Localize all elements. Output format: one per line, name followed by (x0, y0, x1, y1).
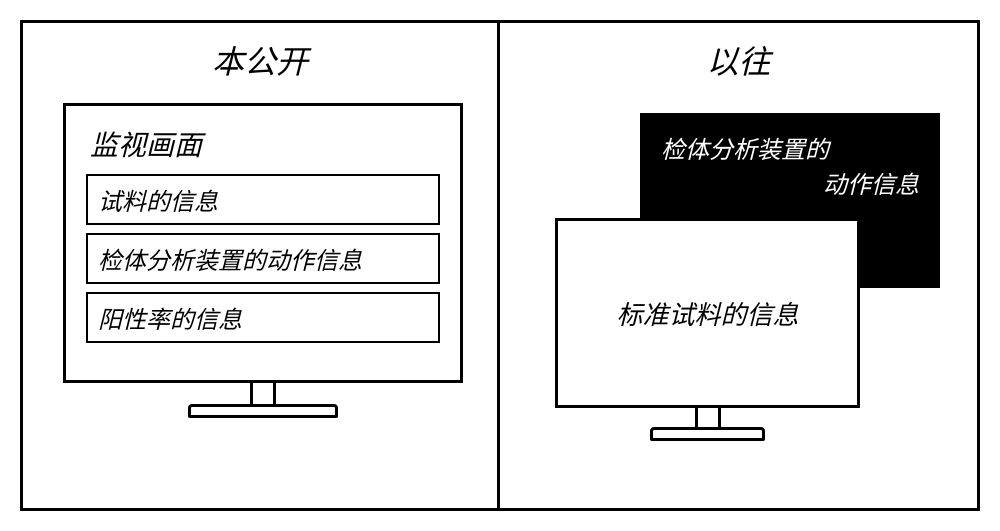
monitor-stand-base (188, 404, 338, 418)
left-panel: 本公开 监视画面 试料的信息 检体分析装置的动作信息 阳性率的信息 (23, 23, 500, 508)
info-row-2: 检体分析装置的动作信息 (86, 233, 440, 284)
front-monitor-text: 标准试料的信息 (616, 295, 798, 332)
back-monitor-text-line2: 动作信息 (655, 165, 925, 200)
left-monitor: 监视画面 试料的信息 检体分析装置的动作信息 阳性率的信息 (63, 103, 463, 418)
left-panel-title: 本公开 (38, 33, 482, 93)
front-monitor: 标准试料的信息 (555, 218, 860, 441)
right-panel-title: 以往 (515, 33, 962, 93)
monitor-stand-base (650, 427, 765, 441)
back-monitor-text-line1: 检体分析装置的 (655, 130, 925, 165)
right-panel: 以往 检体分析装置的 动作信息 标准试料的信息 (500, 23, 977, 508)
left-monitor-screen: 监视画面 试料的信息 检体分析装置的动作信息 阳性率的信息 (63, 103, 463, 383)
comparison-figure: 本公开 监视画面 试料的信息 检体分析装置的动作信息 阳性率的信息 以往 检体分… (20, 20, 980, 511)
front-monitor-screen: 标准试料的信息 (555, 218, 860, 408)
info-row-1: 试料的信息 (86, 174, 440, 225)
screen-heading: 监视画面 (90, 124, 440, 164)
info-row-3: 阳性率的信息 (86, 292, 440, 343)
